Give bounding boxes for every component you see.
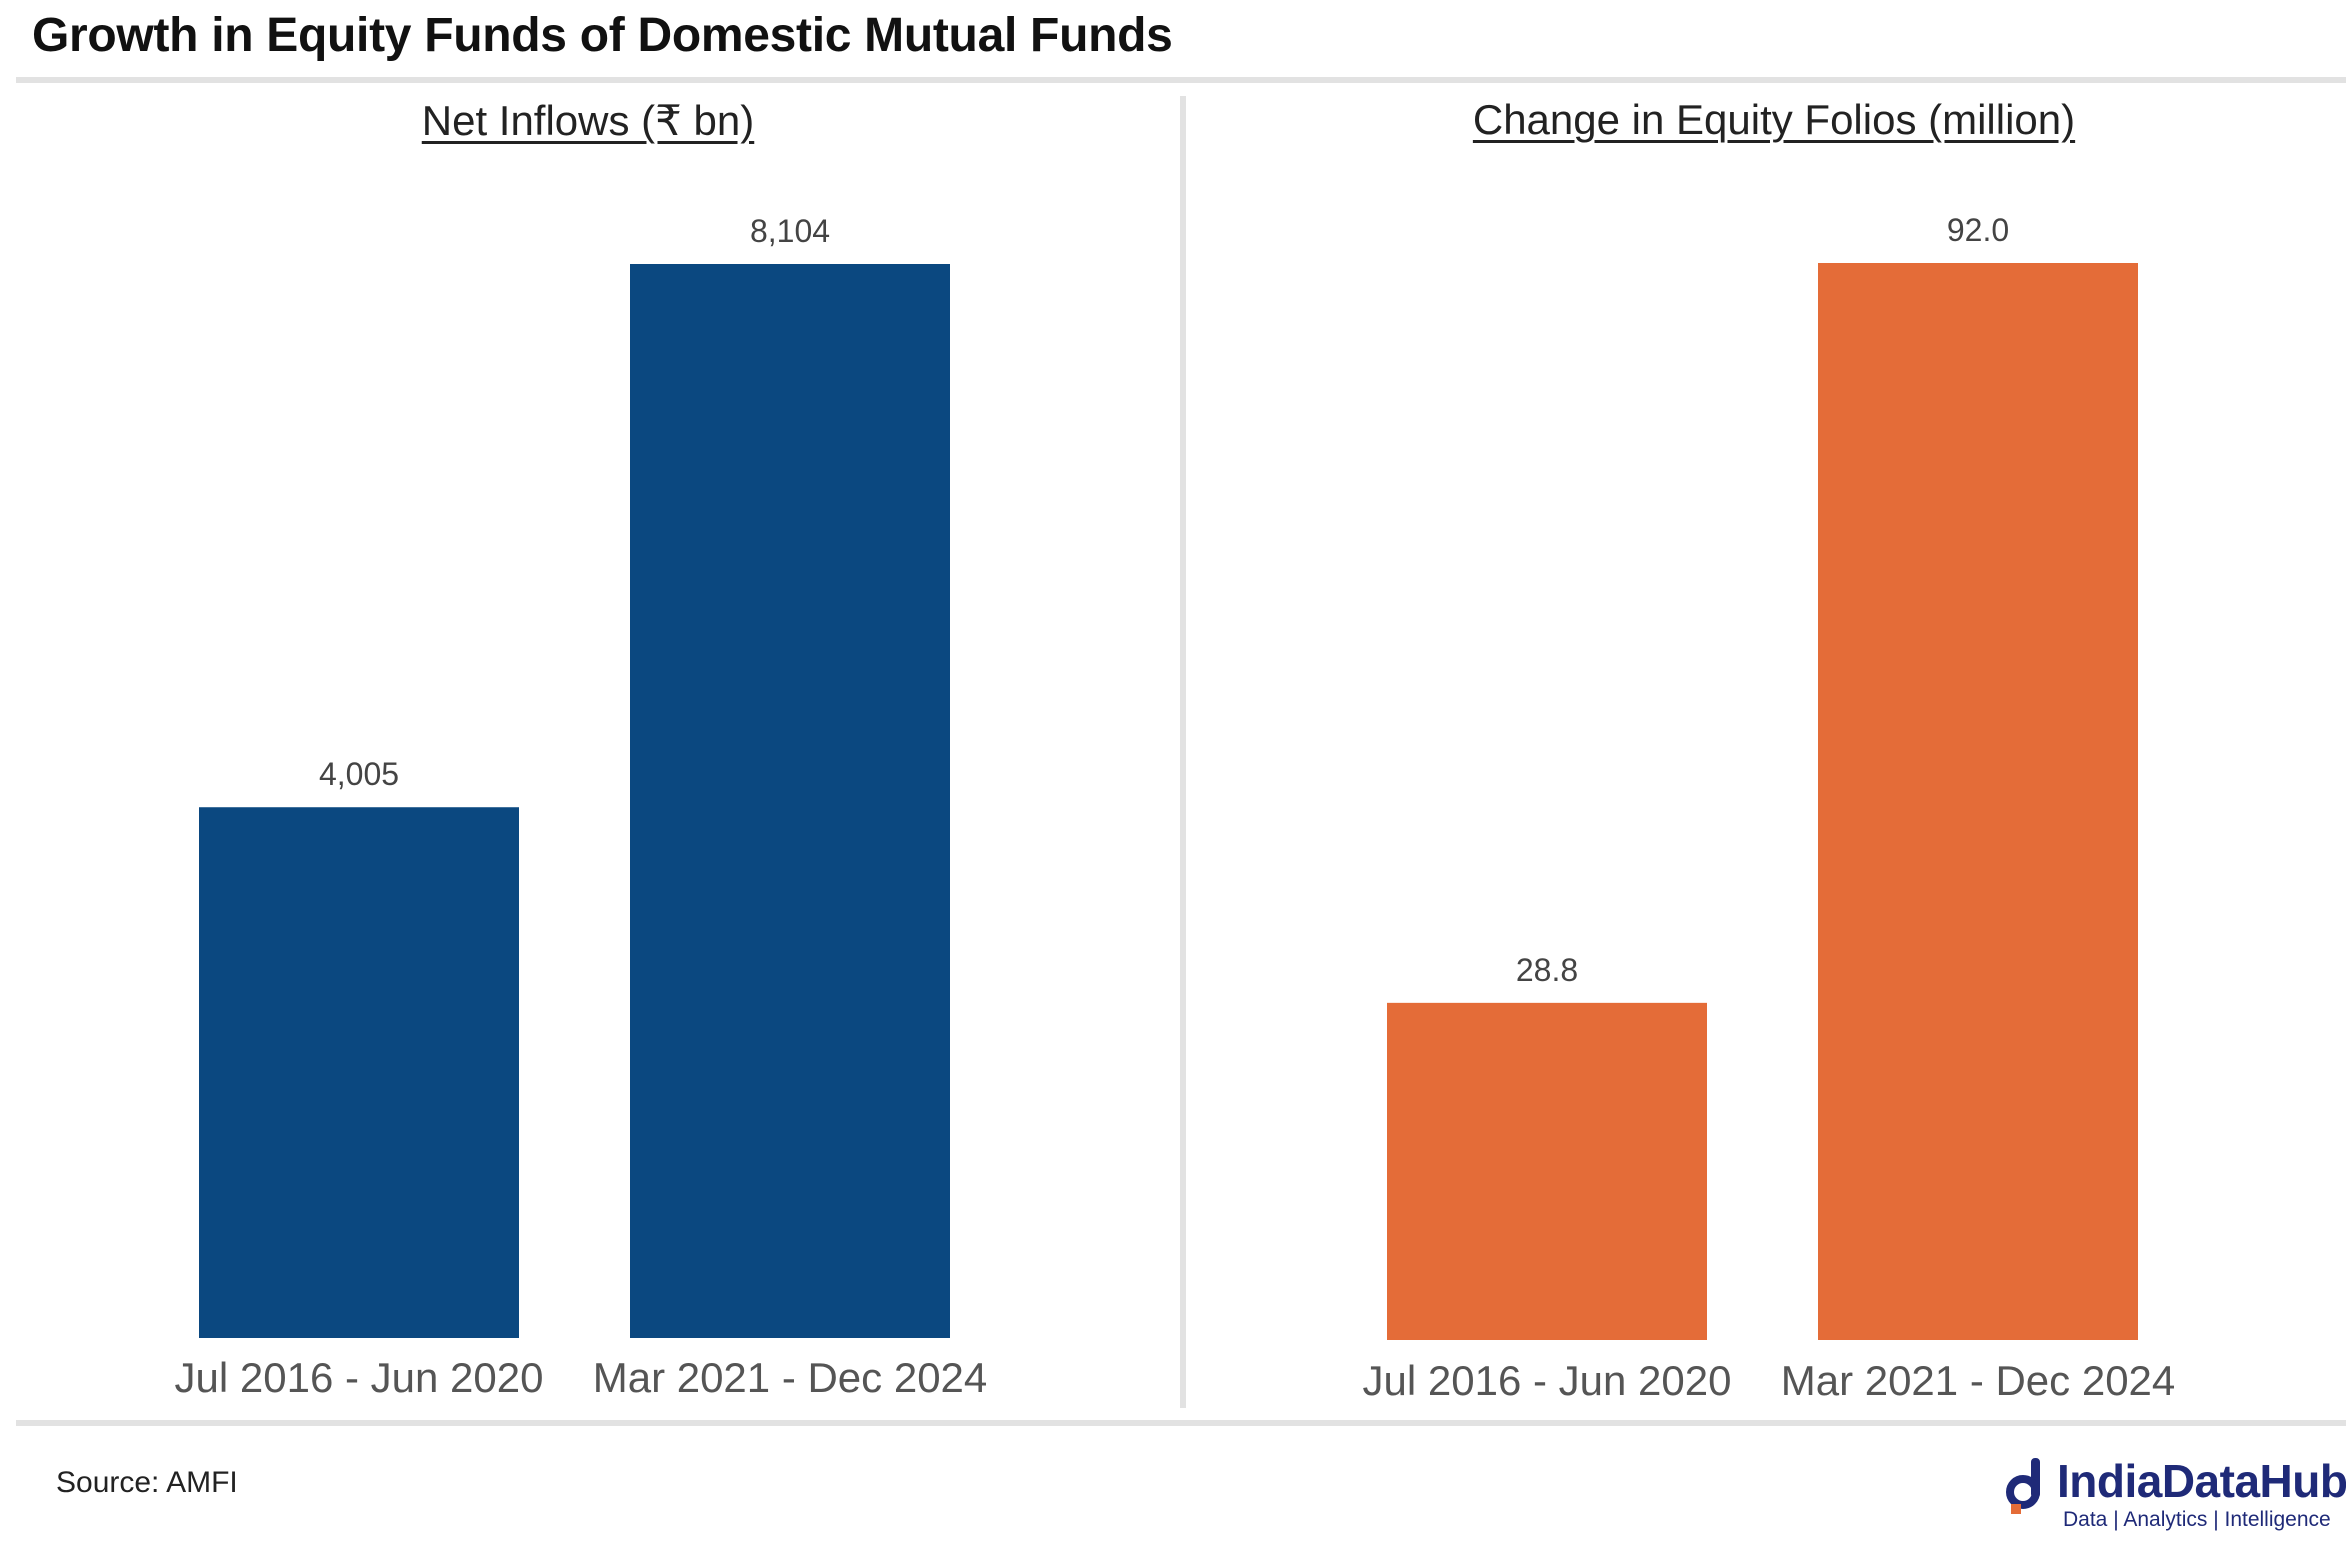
title-rule bbox=[16, 77, 2346, 83]
panel-title-equity-folios: Change in Equity Folios (million) bbox=[1472, 96, 2076, 143]
bar-equity-folios-2 bbox=[1818, 263, 2138, 1340]
data-label-net-inflows-1: 4,005 bbox=[319, 756, 399, 792]
footer-rule bbox=[16, 1420, 2346, 1426]
data-label-equity-folios-2: 92.0 bbox=[1947, 212, 2009, 248]
indiadatahub-logo-icon bbox=[2006, 1458, 2040, 1514]
bar-net-inflows-2 bbox=[630, 264, 950, 1338]
data-label-equity-folios-1: 28.8 bbox=[1516, 952, 1578, 988]
category-label-equity-folios-2: Mar 2021 - Dec 2024 bbox=[1781, 1357, 2176, 1404]
category-label-net-inflows-1: Jul 2016 - Jun 2020 bbox=[175, 1354, 544, 1401]
bar-charts: 4,005 Jul 2016 - Jun 2020 8,104 Mar 2021 - … bbox=[175, 212, 2176, 1404]
logo-tagline: Data | Analytics | Intelligence bbox=[2063, 1508, 2331, 1531]
source-note: Source: AMFI bbox=[56, 1466, 238, 1499]
category-label-net-inflows-2: Mar 2021 - Dec 2024 bbox=[593, 1354, 988, 1401]
data-label-net-inflows-2: 8,104 bbox=[750, 213, 830, 249]
indiadatahub-logo: IndiaDataHub Data | Analytics | Intellig… bbox=[2005, 1450, 2346, 1540]
bar-equity-folios-1 bbox=[1387, 1002, 1707, 1340]
chart-title: Growth in Equity Funds of Domestic Mutua… bbox=[32, 9, 1173, 62]
category-label-equity-folios-1: Jul 2016 - Jun 2020 bbox=[1363, 1357, 1732, 1404]
panel-title-net-inflows: Net Inflows (₹ bn) bbox=[421, 97, 755, 144]
bar-net-inflows-1 bbox=[199, 807, 519, 1338]
panel-divider bbox=[1180, 96, 1186, 1408]
logo-name: IndiaDataHub bbox=[2057, 1455, 2346, 1507]
